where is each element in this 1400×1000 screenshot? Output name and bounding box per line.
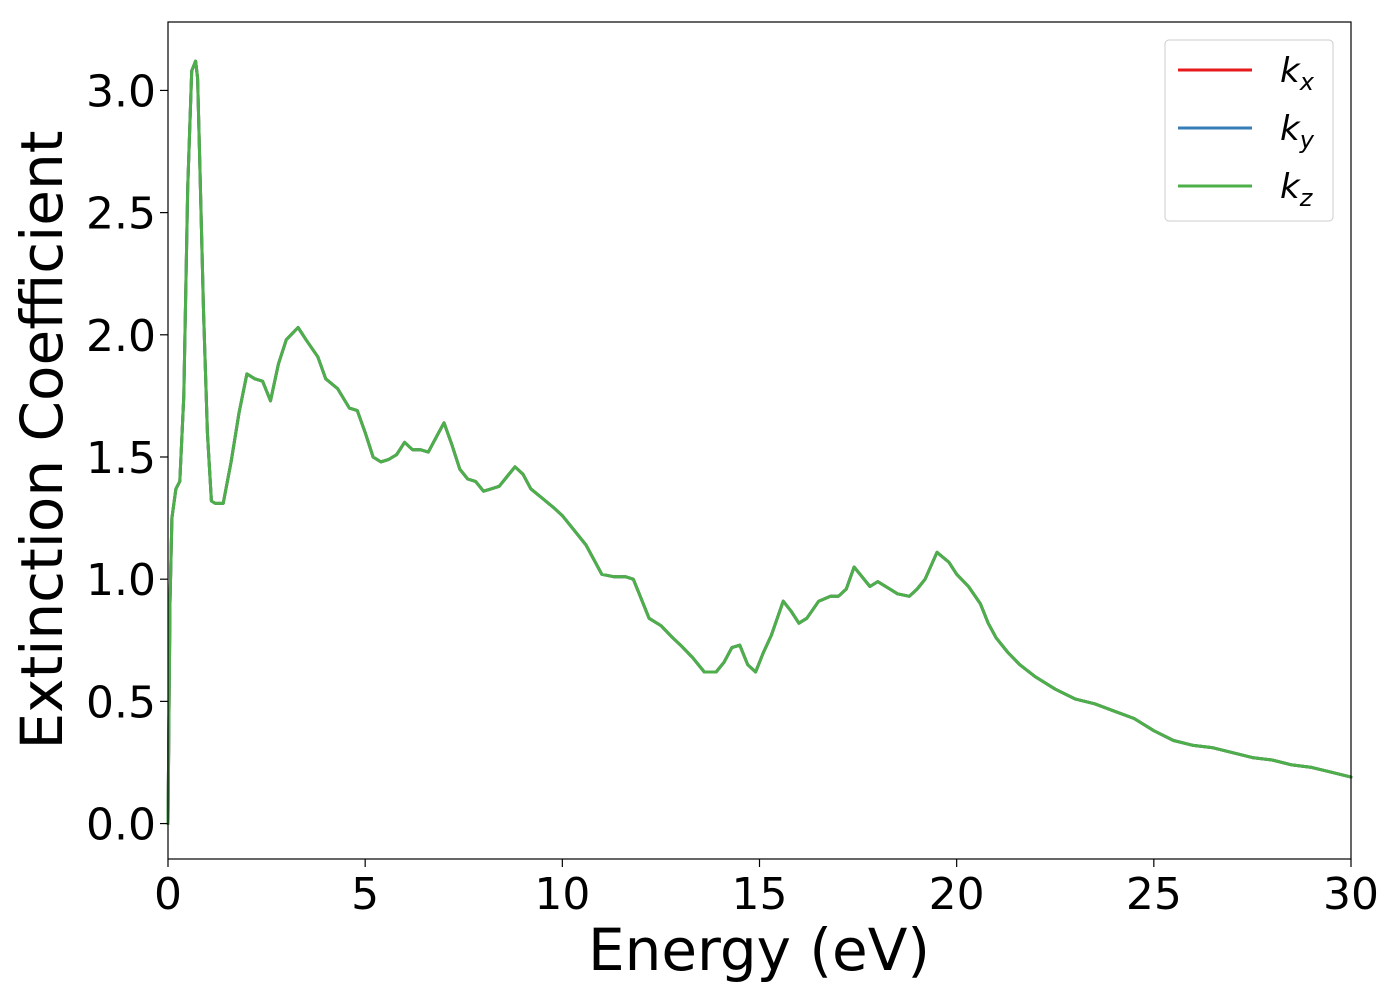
y-tick-label: 1.0 bbox=[86, 555, 156, 606]
x-axis: 0 5 10 15 20 25 30 bbox=[154, 859, 1379, 920]
y-tick-label: 1.5 bbox=[86, 433, 156, 484]
y-tick-label: 2.5 bbox=[86, 189, 156, 240]
series-layer bbox=[166, 59, 1353, 826]
y-axis: 0.0 0.5 1.0 1.5 2.0 2.5 3.0 bbox=[86, 66, 168, 851]
y-axis-label: Extinction Coefficient bbox=[8, 131, 76, 750]
x-tick-label: 0 bbox=[154, 869, 182, 920]
x-tick-label: 10 bbox=[534, 869, 590, 920]
y-tick-label: 0.0 bbox=[86, 800, 156, 851]
x-tick-label: 30 bbox=[1323, 869, 1379, 920]
legend-box bbox=[1164, 39, 1334, 222]
series-line-k-z bbox=[166, 59, 1353, 826]
y-tick-label: 3.0 bbox=[86, 66, 156, 117]
y-tick-label: 2.0 bbox=[86, 311, 156, 362]
y-tick-label: 0.5 bbox=[86, 677, 156, 728]
x-axis-label: Energy (eV) bbox=[588, 916, 930, 984]
x-tick-label: 25 bbox=[1126, 869, 1182, 920]
x-tick-label: 15 bbox=[732, 869, 788, 920]
x-tick-label: 5 bbox=[351, 869, 379, 920]
legend-label-k-z: kz bbox=[1280, 167, 1314, 212]
x-tick-label: 20 bbox=[929, 869, 985, 920]
